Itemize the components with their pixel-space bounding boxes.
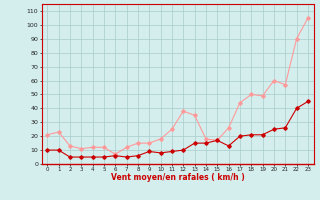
X-axis label: Vent moyen/en rafales ( km/h ): Vent moyen/en rafales ( km/h ): [111, 173, 244, 182]
